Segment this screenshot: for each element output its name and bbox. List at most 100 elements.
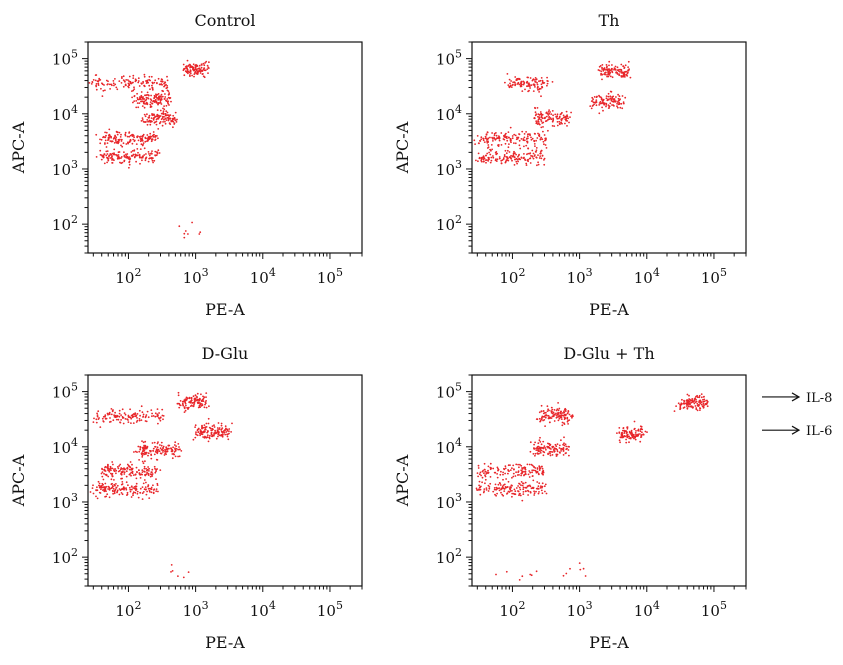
data-point [103, 162, 106, 165]
data-point [695, 408, 698, 411]
data-point [125, 481, 128, 484]
data-point [502, 473, 504, 476]
data-point [199, 402, 202, 405]
data-point [491, 132, 493, 134]
data-point [165, 87, 168, 90]
data-point [481, 476, 484, 479]
data-point [511, 476, 513, 479]
data-point [536, 468, 539, 470]
data-point [541, 465, 543, 468]
y-tick-label: 105 [52, 48, 78, 69]
data-point [695, 400, 698, 403]
x-tick-label: 105 [701, 599, 727, 620]
data-point [143, 453, 146, 456]
data-point [135, 488, 137, 491]
data-point [538, 157, 541, 159]
data-point [164, 118, 167, 120]
data-point [153, 94, 156, 97]
data-point [141, 411, 144, 414]
data-point [539, 487, 542, 489]
data-point [157, 422, 159, 425]
data-point [598, 112, 601, 115]
data-point [523, 470, 525, 473]
data-point [117, 467, 120, 470]
data-point [612, 104, 615, 106]
data-point [562, 454, 565, 456]
data-point [640, 425, 643, 428]
data-point [127, 166, 130, 169]
data-point [537, 154, 539, 157]
data-point [173, 444, 176, 446]
data-point [145, 98, 148, 101]
data-point [625, 441, 628, 444]
data-point [169, 97, 171, 99]
panel-title: D-Glu [202, 344, 249, 363]
x-axis: 102 103 104 105 [92, 253, 363, 287]
data-point [159, 109, 162, 112]
data-point [541, 492, 544, 495]
data-point [152, 415, 155, 417]
data-point [123, 487, 126, 490]
data-point [162, 415, 165, 417]
data-point [525, 490, 527, 493]
data-point [520, 138, 523, 140]
data-point [120, 473, 122, 475]
data-point [540, 116, 543, 119]
data-point [154, 100, 157, 103]
data-point [534, 154, 536, 156]
data-point [507, 464, 510, 467]
data-point [620, 102, 623, 105]
data-point [644, 430, 647, 433]
data-point [559, 411, 561, 414]
data-point [538, 135, 541, 138]
data-point [486, 141, 489, 144]
data-point [157, 99, 160, 101]
data-point [550, 113, 553, 115]
data-point [698, 396, 701, 399]
x-tick-label: 102 [499, 266, 525, 287]
data-point [629, 433, 632, 435]
data-point [195, 433, 198, 436]
data-point [567, 449, 570, 451]
data-point [136, 417, 138, 419]
data-point [129, 461, 132, 463]
data-point [626, 427, 629, 430]
data-point [526, 153, 528, 156]
data-point [500, 487, 503, 490]
data-point [609, 102, 612, 105]
data-point [507, 469, 510, 472]
data-point [492, 140, 494, 142]
data-point [531, 475, 534, 477]
data-point [199, 432, 201, 435]
data-point [562, 412, 565, 414]
data-point [123, 159, 126, 162]
data-point [141, 456, 144, 458]
annotation-arrow-head [791, 392, 801, 402]
data-point [143, 113, 146, 116]
data-point [142, 416, 144, 418]
data-point [131, 90, 133, 92]
data-point [610, 99, 613, 102]
data-point [490, 159, 493, 162]
data-point [486, 138, 488, 141]
data-point [476, 135, 479, 137]
data-point [542, 81, 544, 83]
data-point [510, 157, 513, 160]
data-point [690, 401, 693, 404]
data-point [164, 114, 167, 117]
data-point [142, 462, 145, 465]
data-point [126, 153, 129, 155]
data-point [618, 439, 621, 442]
data-point [128, 131, 131, 134]
data-point [178, 455, 181, 458]
data-point [525, 486, 528, 489]
data-point [551, 454, 554, 456]
data-point [154, 415, 157, 418]
data-point [535, 149, 538, 152]
data-point [623, 435, 626, 437]
data-point [130, 414, 133, 417]
data-point [160, 80, 162, 83]
data-point [600, 97, 603, 100]
data-point [135, 482, 138, 485]
data-point [556, 117, 559, 120]
